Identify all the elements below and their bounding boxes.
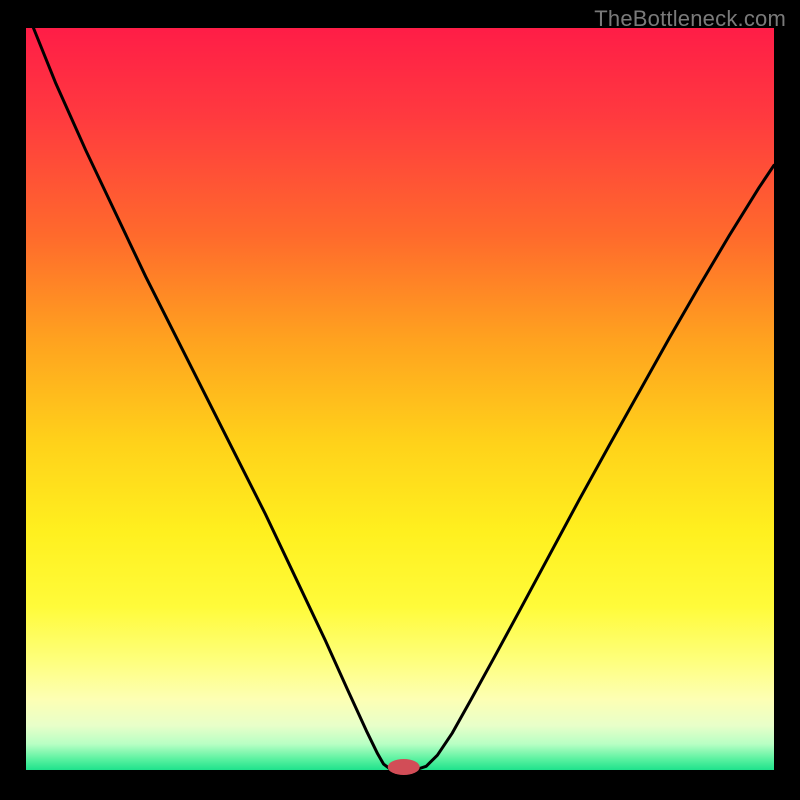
chart-container: TheBottleneck.com [0, 0, 800, 800]
chart-background [26, 28, 774, 770]
optimum-marker [388, 759, 420, 775]
bottleneck-chart [0, 0, 800, 800]
watermark-text: TheBottleneck.com [594, 6, 786, 32]
